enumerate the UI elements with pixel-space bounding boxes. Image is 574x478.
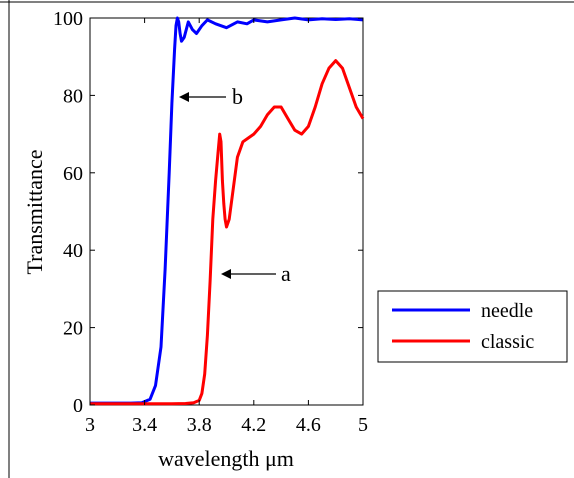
series-line-classic	[90, 59, 365, 406]
x-tick-label: 3.4	[132, 414, 157, 436]
x-tick-label: 3	[85, 414, 95, 436]
annotation-a-text: a	[281, 261, 291, 286]
y-tick-label: 60	[63, 163, 83, 185]
annotation-a-arrowhead	[221, 269, 231, 279]
tick-labels-layer: 3 3.4 3.8 4.2 4.6 5 0 20 40 60 80 100	[53, 8, 368, 436]
ticks-layer	[89, 17, 364, 406]
x-tick-label: 3.8	[187, 414, 212, 436]
annotation-b: b	[179, 84, 243, 109]
plot-area	[89, 17, 364, 406]
series-layer	[90, 16, 365, 406]
x-tick-label: 4.6	[296, 414, 321, 436]
legend-label-needle: needle	[481, 300, 533, 322]
y-tick-label: 20	[63, 318, 83, 340]
legend: needle classic	[377, 290, 568, 363]
x-axis-label: wavelength μm	[158, 446, 294, 471]
y-tick-label: 0	[73, 395, 83, 417]
x-tick-label: 4.2	[241, 414, 266, 436]
legend-label-classic: classic	[481, 331, 534, 353]
y-axis-label: Transmittance	[22, 149, 47, 274]
y-tick-label: 80	[63, 85, 83, 107]
annotation-b-text: b	[232, 84, 243, 109]
legend-box	[377, 290, 568, 363]
annotation-a: a	[221, 261, 291, 286]
series-line-needle	[90, 16, 364, 405]
x-tick-label: 5	[358, 414, 368, 436]
y-tick-label: 100	[53, 8, 83, 30]
annotation-b-arrowhead	[179, 92, 189, 102]
y-tick-label: 40	[63, 240, 83, 262]
